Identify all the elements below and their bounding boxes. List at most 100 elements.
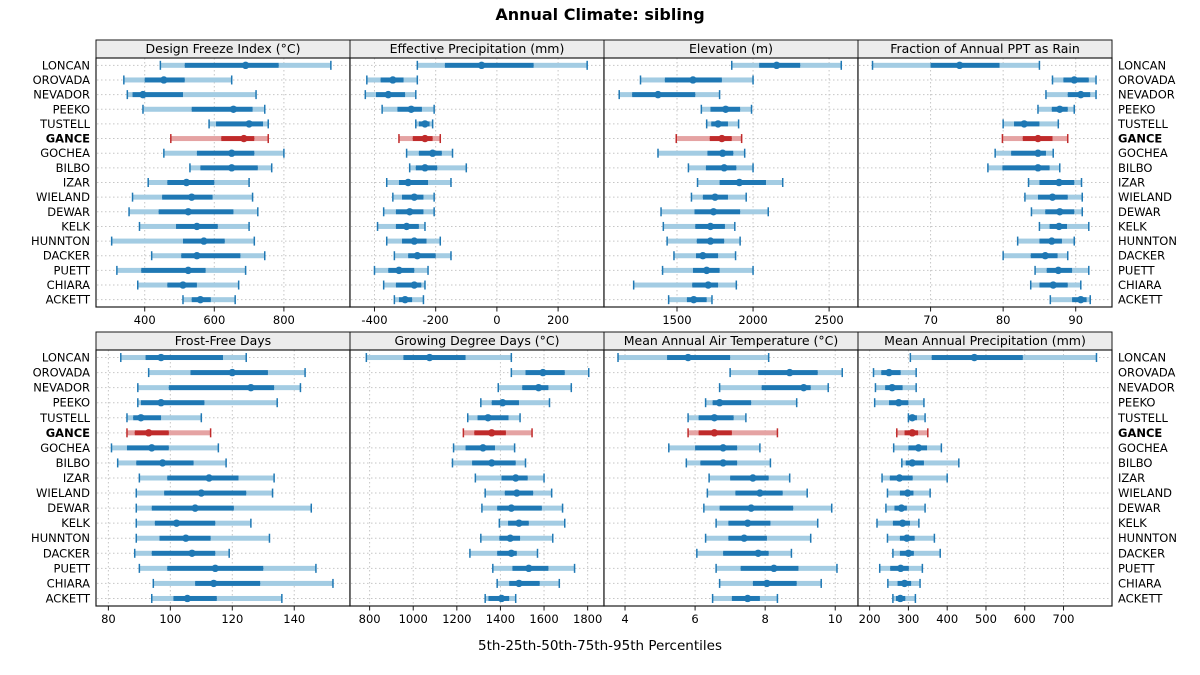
band-5-25 — [706, 121, 712, 127]
band-25-75 — [164, 490, 247, 496]
band-5-25 — [875, 385, 886, 391]
band-5-25 — [463, 430, 475, 436]
band-75-95 — [727, 121, 739, 127]
median-dot — [898, 519, 907, 527]
median-dot — [160, 76, 168, 84]
band-5-25 — [139, 475, 168, 481]
band-5-25 — [633, 282, 693, 288]
median-dot — [709, 208, 718, 216]
band-25-75 — [497, 505, 542, 511]
median-dot — [714, 120, 722, 128]
median-dot — [425, 353, 434, 362]
band-5-25 — [618, 355, 668, 361]
band-75-95 — [528, 520, 565, 526]
band-5-25 — [498, 385, 523, 391]
band-5-25 — [896, 430, 905, 436]
median-dot — [184, 208, 192, 216]
band-25-75 — [761, 385, 811, 391]
band-75-95 — [916, 415, 926, 421]
station-label-right: BILBO — [1118, 161, 1152, 175]
median-dot — [756, 489, 764, 497]
axis-tick-label: 90 — [1068, 313, 1083, 327]
band-75-95 — [1052, 136, 1068, 142]
band-25-75 — [700, 460, 738, 466]
band-5-25 — [661, 209, 695, 215]
station-label-right: DACKER — [1118, 546, 1165, 560]
band-5-25 — [730, 370, 759, 376]
band-75-95 — [731, 136, 742, 142]
band-75-95 — [193, 460, 227, 466]
station-label-left: IZAR — [63, 176, 90, 190]
band-75-95 — [913, 550, 941, 556]
median-dot — [139, 90, 147, 99]
band-5-25 — [705, 400, 713, 406]
median-dot — [405, 208, 414, 216]
band-5-25 — [209, 121, 217, 127]
axis-tick-label: 2500 — [814, 313, 843, 327]
axis-tick-label: 1800 — [573, 612, 602, 626]
median-dot — [689, 76, 697, 84]
median-dot — [421, 164, 429, 172]
band-5-25 — [480, 400, 492, 406]
band-75-95 — [423, 194, 435, 200]
median-dot — [410, 193, 418, 201]
band-5-25 — [374, 267, 389, 273]
band-75-95 — [533, 62, 588, 68]
band-5-25 — [697, 180, 720, 185]
station-label-left: DACKER — [43, 546, 90, 560]
band-75-95 — [215, 520, 251, 526]
median-dot — [193, 252, 201, 260]
median-dot — [1055, 178, 1063, 187]
band-5-25 — [386, 238, 403, 244]
band-25-75 — [151, 550, 216, 556]
band-75-95 — [215, 550, 230, 556]
median-dot — [699, 252, 707, 260]
station-label-right: WIELAND — [1118, 486, 1172, 500]
station-label-left: DEWAR — [47, 205, 90, 219]
band-75-95 — [900, 370, 917, 376]
station-label-right: ACKETT — [1118, 293, 1163, 307]
band-75-95 — [520, 535, 553, 541]
band-5-25 — [134, 550, 152, 556]
median-dot — [428, 149, 437, 157]
median-dot — [654, 90, 662, 99]
band-5-25 — [667, 238, 697, 244]
band-25-75 — [509, 580, 540, 586]
median-dot — [743, 594, 752, 603]
band-5-25 — [383, 282, 396, 288]
band-5-25 — [716, 520, 729, 526]
band-5-25 — [383, 209, 396, 215]
axis-tick-label: 1500 — [662, 313, 691, 327]
axis-tick-label: 1000 — [399, 612, 428, 626]
station-label-left: LONCAN — [42, 58, 90, 72]
band-75-95 — [421, 282, 425, 288]
band-25-75 — [167, 180, 215, 185]
band-75-95 — [168, 430, 211, 436]
axis-tick-label: 500 — [975, 612, 997, 626]
band-5-25 — [688, 415, 699, 421]
band-5-25 — [151, 253, 182, 259]
band-5-25 — [129, 209, 159, 215]
station-label-right: KELK — [1118, 516, 1147, 530]
axis-tick-label: 80 — [101, 612, 116, 626]
axis-tick-label: -400 — [361, 313, 387, 327]
median-dot — [1070, 76, 1078, 84]
station-label-left: TUSTELL — [39, 117, 90, 131]
median-dot — [197, 489, 206, 497]
median-dot — [710, 429, 719, 437]
median-dot — [735, 178, 744, 187]
band-75-95 — [724, 223, 735, 229]
station-label-left: WIELAND — [36, 486, 90, 500]
band-5-25 — [892, 550, 900, 556]
band-25-75 — [723, 550, 769, 556]
median-dot — [479, 444, 487, 452]
median-dot — [763, 579, 771, 588]
band-75-95 — [923, 460, 959, 466]
band-75-95 — [418, 223, 425, 229]
median-dot — [148, 444, 156, 452]
median-dot — [1020, 120, 1028, 128]
band-75-95 — [1022, 355, 1097, 361]
band-5-25 — [686, 460, 701, 466]
band-75-95 — [759, 595, 778, 601]
